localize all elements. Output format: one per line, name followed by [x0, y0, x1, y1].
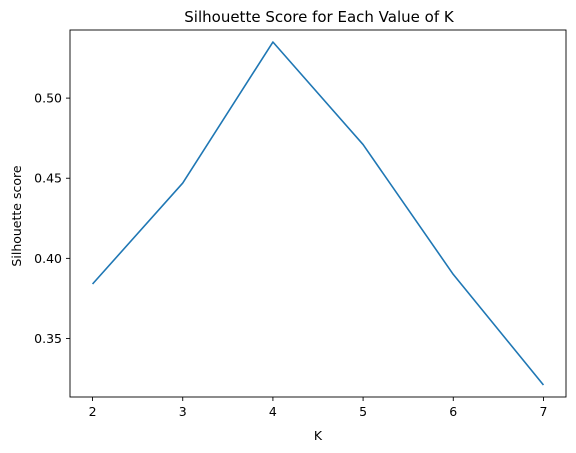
x-tick-label-5: 5	[359, 404, 367, 419]
x-tick-label-6: 6	[449, 404, 457, 419]
y-tick-label-2: 0.45	[34, 171, 62, 186]
x-tick-label-3: 3	[179, 404, 187, 419]
x-tick-label-7: 7	[539, 404, 547, 419]
x-tick-label-4: 4	[269, 404, 277, 419]
plot-area: 2 3 4 5 6 7 0.35 0.40 0.45 0.50	[34, 29, 567, 419]
y-tick-label-3: 0.50	[34, 91, 62, 106]
y-axis-label: Silhouette score	[9, 165, 24, 266]
axes-frame	[69, 29, 567, 398]
y-tick-label-0: 0.35	[34, 331, 62, 346]
y-tick-label-1: 0.40	[34, 251, 62, 266]
x-tick-label-2: 2	[89, 404, 97, 419]
x-axis-label: K	[314, 428, 323, 443]
series-line-1	[91, 41, 545, 386]
chart-title: Silhouette Score for Each Value of K	[184, 8, 455, 26]
